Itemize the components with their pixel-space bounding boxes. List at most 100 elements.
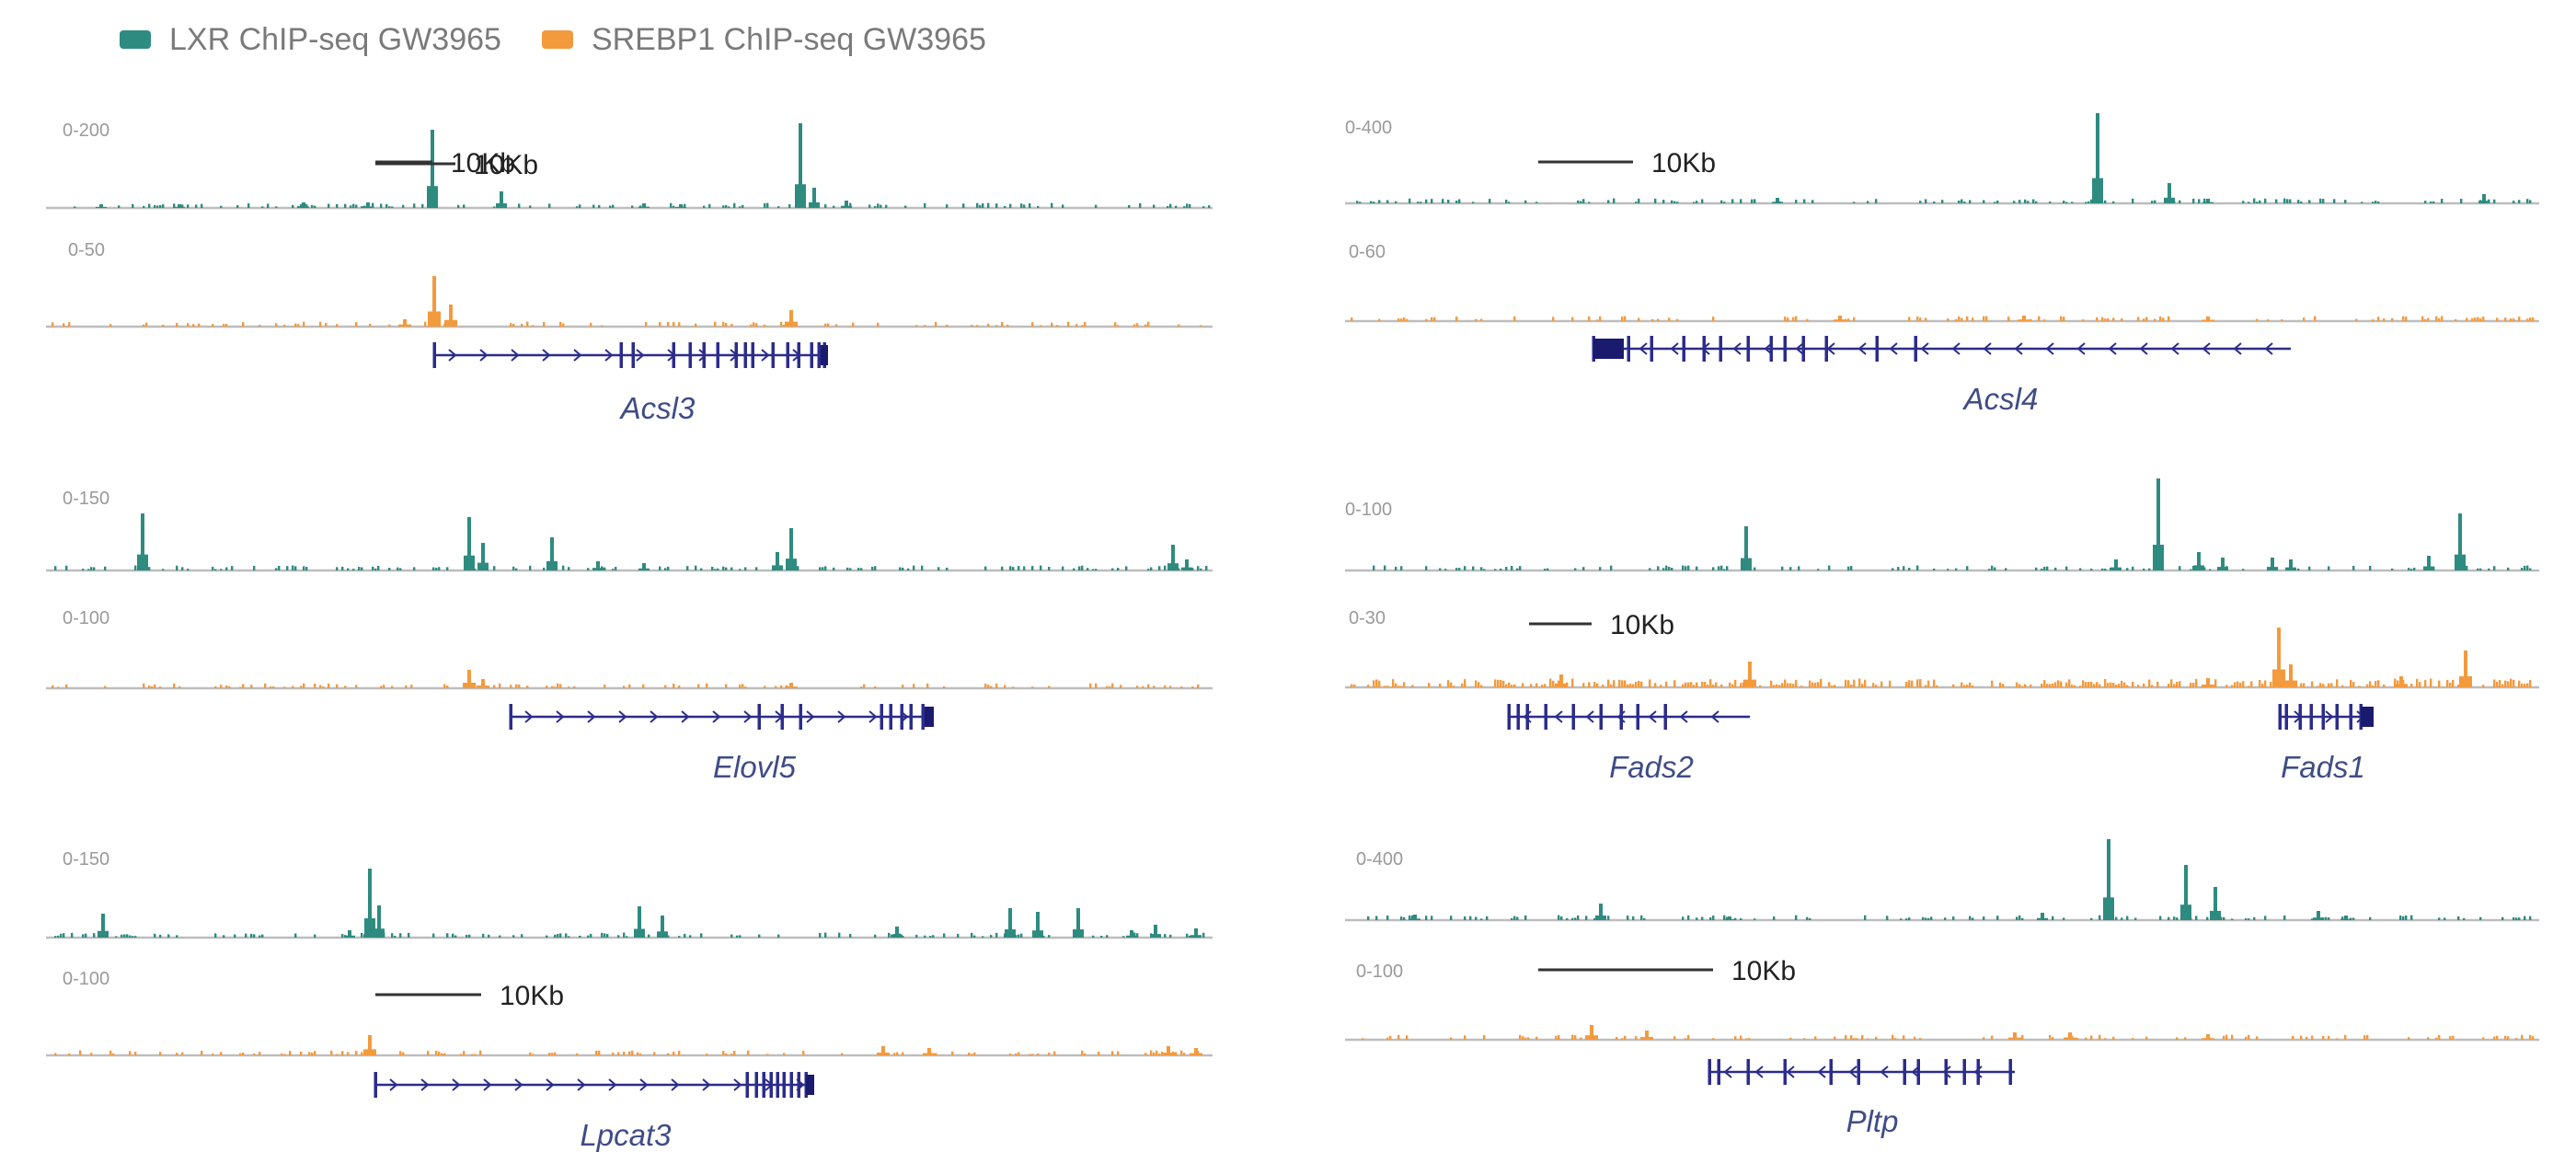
strand-arrow	[2108, 342, 2117, 355]
gene-label-acsl3: Acsl3	[619, 391, 696, 425]
lpcat3-lxr-peak	[1076, 908, 1080, 938]
strand-arrow	[2045, 342, 2054, 355]
exon	[762, 1072, 765, 1098]
strand-arrow	[1848, 1066, 1857, 1078]
exon	[1962, 1059, 1966, 1085]
exon	[1599, 704, 1603, 730]
acsl3-lxr-peak	[178, 204, 181, 208]
elovl5-lxr-range: 0-150	[63, 489, 109, 509]
strand-arrow	[514, 1078, 523, 1091]
lpcat3-lxr-peak	[101, 914, 105, 938]
acsl4-lxr-peak	[1776, 198, 1779, 203]
strand-arrow	[1648, 710, 1657, 723]
lpcat3-srebp-range: 0-100	[63, 969, 109, 989]
exon	[2298, 704, 2302, 730]
lpcat3-srebp-peak	[368, 1035, 372, 1055]
strand-arrow	[1723, 1066, 1732, 1078]
strand-arrow	[1920, 342, 1929, 355]
strand-arrow	[636, 349, 645, 362]
fads-srebp-peak	[2206, 678, 2210, 687]
strand-arrow	[1732, 342, 1742, 355]
acsl4-srebp-peak	[2022, 316, 2026, 321]
strand-arrow	[650, 710, 659, 723]
acsl4-lxr-track	[1356, 113, 2532, 203]
exon	[786, 342, 789, 368]
pltp-lxr-peak	[2317, 911, 2320, 920]
strand-arrow	[1817, 1066, 1826, 1078]
pltp-lxr-peak	[2107, 839, 2110, 920]
strand-arrow	[1754, 1066, 1764, 1078]
exon	[1783, 1059, 1787, 1085]
elovl5-srebp-track	[52, 670, 1200, 688]
srebp-legend-label: SREBP1 ChIP-seq GW3965	[591, 21, 986, 57]
strand-arrow	[761, 349, 770, 362]
strand-arrow	[1786, 1066, 1795, 1078]
strand-arrow	[2233, 342, 2242, 355]
lpcat3-lxr-peak	[1008, 908, 1012, 938]
exon	[776, 1072, 779, 1098]
exon	[889, 704, 892, 730]
lxr-legend-label: LXR ChIP-seq GW3965	[169, 21, 501, 57]
pltp-lxr-peak	[2184, 865, 2188, 920]
exon	[799, 704, 802, 730]
exon	[734, 342, 738, 368]
exon	[757, 704, 761, 730]
strand-arrow	[2076, 342, 2086, 355]
acsl3-lxr-track	[74, 123, 1211, 208]
exon	[688, 342, 692, 368]
exon	[672, 342, 675, 368]
strand-arrow	[1857, 342, 1867, 355]
exon	[1801, 336, 1805, 362]
pltp-scale-bar-label: 10Kb	[1731, 956, 1796, 986]
acsl4-lxr-peak	[2096, 113, 2099, 203]
strand-arrow	[733, 1078, 742, 1091]
acsl3-lxr-peak	[99, 204, 103, 208]
fads-lxr-peak	[2458, 513, 2462, 570]
strand-arrow	[546, 1078, 555, 1091]
exon	[909, 704, 913, 730]
elovl5-lxr-peak	[642, 563, 646, 570]
exon	[1875, 336, 1879, 362]
exon	[1682, 336, 1685, 362]
fads-scale-bar-label: 10Kb	[1610, 610, 1674, 640]
elovl5-lxr-peak	[481, 543, 485, 570]
strand-arrow	[1710, 710, 1719, 723]
exon	[789, 1072, 793, 1098]
fads-lxr-peak	[2289, 559, 2293, 570]
strand-arrow	[1795, 342, 1804, 355]
strand-arrow	[712, 710, 721, 723]
gene-label-lpcat3: Lpcat3	[580, 1118, 672, 1152]
lpcat3-lxr-peak	[348, 930, 351, 938]
exon	[1627, 336, 1630, 362]
exon	[1746, 1059, 1750, 1085]
exon	[745, 1072, 749, 1098]
strand-arrow	[1585, 710, 1594, 723]
strand-arrow	[524, 710, 534, 723]
acsl3-srebp-range: 0-50	[68, 240, 105, 260]
fads-srebp-peak	[1559, 674, 1563, 687]
acsl3-lxr-peak	[431, 130, 434, 208]
utr-block	[821, 345, 828, 365]
lpcat3-lxr-peak	[895, 927, 899, 938]
strand-arrow	[702, 1078, 711, 1091]
strand-arrow	[2014, 342, 2023, 355]
exon	[1916, 1059, 1920, 1085]
srebp-swatch	[541, 30, 573, 49]
acsl3-lxr-peak	[799, 123, 802, 208]
elovl5-lxr-peak	[789, 528, 793, 570]
fads-lxr-track	[1373, 478, 2532, 570]
strand-arrow	[483, 1078, 492, 1091]
exon	[1783, 336, 1787, 362]
legend-item-srebp: SREBP1 ChIP-seq GW3965	[541, 21, 986, 58]
strand-arrow	[1951, 342, 1961, 355]
fads-srebp-peak	[2464, 651, 2467, 687]
legend-item-lxr: LXR ChIP-seq GW3965	[120, 22, 501, 58]
exon	[702, 342, 706, 368]
exon	[631, 342, 635, 368]
fads-srebp-peak	[1748, 662, 1752, 687]
fads-lxr-range: 0-100	[1345, 500, 1392, 520]
exon	[880, 704, 883, 730]
exon	[751, 342, 754, 368]
pltp-lxr-range: 0-400	[1356, 849, 1403, 870]
